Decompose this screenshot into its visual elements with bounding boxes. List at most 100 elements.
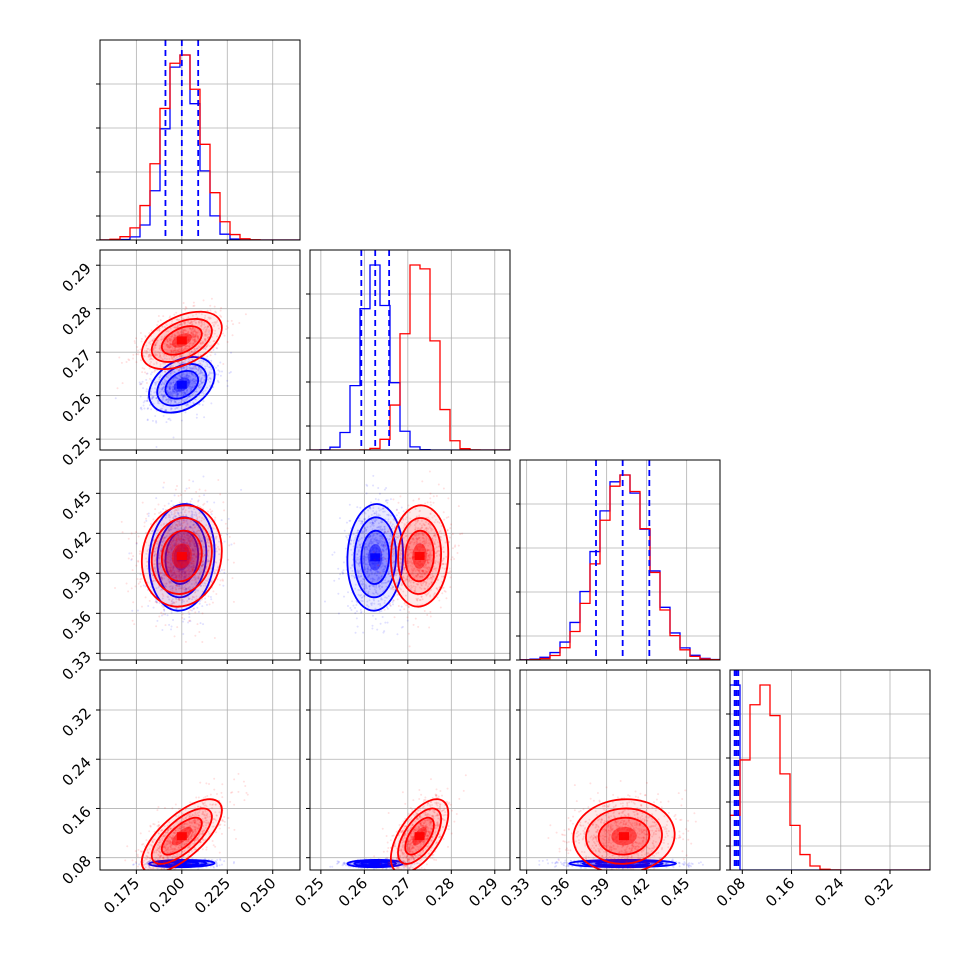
sample-point-red (164, 624, 167, 627)
sample-point-blue (190, 379, 193, 382)
sample-point-blue (147, 514, 150, 517)
sample-point-blue (338, 577, 341, 580)
sample-point-blue (151, 530, 154, 533)
sample-point-blue (175, 541, 178, 544)
sample-point-red (182, 331, 185, 334)
sample-point-blue (169, 398, 172, 401)
sample-point-red (158, 615, 161, 618)
sample-point-blue (169, 372, 172, 375)
sample-point-red (191, 322, 194, 325)
sample-point-blue (188, 395, 191, 398)
sample-point-red (197, 345, 200, 348)
sample-point-blue (194, 375, 197, 378)
sample-point-red (214, 516, 217, 519)
sample-point-blue (162, 390, 165, 393)
sample-point-blue (182, 361, 185, 364)
sample-point-red (171, 586, 174, 589)
sample-point-blue (166, 389, 169, 392)
sample-point-blue (187, 598, 190, 601)
sample-point-blue (173, 572, 176, 575)
sample-point-red (232, 323, 235, 326)
sample-point-blue (203, 374, 206, 377)
sample-point-blue (164, 409, 167, 412)
sample-point-red (174, 488, 177, 491)
sample-point-red (158, 511, 161, 514)
sample-point-blue (175, 396, 178, 399)
sample-point-red (183, 329, 186, 332)
sample-point-blue (389, 498, 392, 501)
sample-point-red (212, 323, 215, 326)
sample-point-blue (190, 367, 193, 370)
sample-point-red (142, 351, 145, 354)
sample-point-red (188, 487, 191, 490)
sample-point-blue (188, 366, 191, 369)
sample-point-blue (140, 408, 143, 411)
sample-point-blue (184, 411, 187, 414)
sample-point-blue (192, 564, 195, 567)
sample-point-red (173, 333, 176, 336)
sample-point-red (168, 551, 171, 554)
sample-point-red (192, 339, 195, 342)
sample-point-red (152, 563, 155, 566)
sample-point-blue (162, 386, 165, 389)
sample-point-blue (167, 374, 170, 377)
sample-point-red (199, 584, 202, 587)
sample-point-red (197, 334, 200, 337)
sample-point-blue (169, 394, 172, 397)
sample-point-red (166, 349, 169, 352)
y-tick-label: 0.28 (58, 303, 94, 339)
sample-point-blue (172, 576, 175, 579)
sample-point-blue (173, 543, 176, 546)
sample-point-blue (184, 536, 187, 539)
sample-point-red (205, 328, 208, 331)
sample-point-red (152, 349, 155, 352)
sample-point-red (192, 330, 195, 333)
sample-point-red (132, 357, 135, 360)
sample-point-red (190, 330, 193, 333)
sample-point-blue (186, 403, 189, 406)
sample-point-blue (174, 379, 177, 382)
sample-point-blue (189, 540, 192, 543)
sample-point-red (179, 330, 182, 333)
sample-point-red (182, 329, 185, 332)
sample-point-red (194, 321, 197, 324)
sample-point-blue (192, 586, 195, 589)
sample-point-blue (186, 376, 189, 379)
sample-point-red (212, 527, 215, 530)
sample-point-blue (187, 360, 190, 363)
sample-point-blue (200, 376, 203, 379)
sample-point-red (170, 337, 173, 340)
sample-point-red (177, 520, 180, 523)
sample-point-blue (167, 398, 170, 401)
sample-point-blue (189, 381, 192, 384)
sample-point-blue (182, 538, 185, 541)
sample-point-blue (182, 391, 185, 394)
sample-point-red (181, 347, 184, 350)
sample-point-blue (150, 586, 153, 589)
sample-point-red (182, 329, 185, 332)
sample-point-red (186, 569, 189, 572)
sample-point-red (192, 355, 195, 358)
sample-point-blue (182, 539, 185, 542)
sample-point-blue (342, 561, 345, 564)
sample-point-blue (173, 400, 176, 403)
sample-point-red (175, 356, 178, 359)
sample-point-blue (169, 419, 172, 422)
sample-point-blue (190, 350, 193, 353)
sample-point-red (178, 348, 181, 351)
sample-point-blue (184, 587, 187, 590)
sample-point-blue (183, 572, 186, 575)
sample-point-blue (402, 510, 405, 513)
sample-point-blue (212, 348, 215, 351)
sample-point-blue (190, 558, 193, 561)
sample-point-red (166, 346, 169, 349)
sample-point-blue (209, 378, 212, 381)
sample-point-blue (182, 519, 185, 522)
sample-point-red (170, 543, 173, 546)
sample-point-blue (185, 391, 188, 394)
sample-point-blue (168, 623, 171, 626)
sample-point-blue (344, 547, 347, 550)
sample-point-red (148, 332, 151, 335)
sample-point-blue (184, 392, 187, 395)
sample-point-blue (166, 389, 169, 392)
